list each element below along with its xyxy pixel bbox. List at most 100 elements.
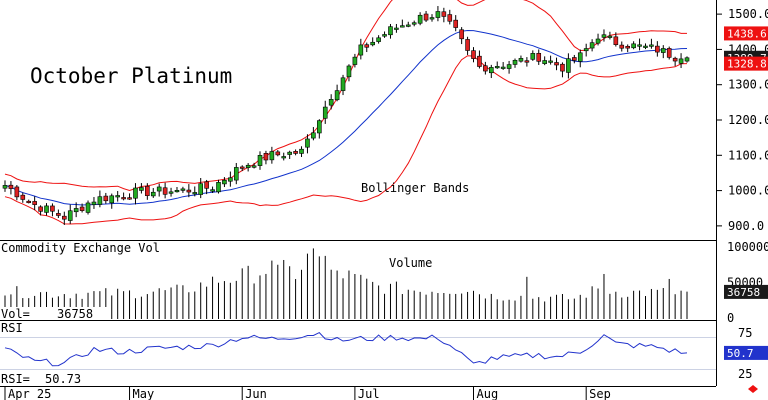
- candle-body: [239, 166, 245, 169]
- lower-band-value-tag-bg: [724, 56, 768, 71]
- candle-body: [275, 151, 281, 156]
- candle-body: [50, 205, 55, 212]
- candle-body: [483, 65, 488, 72]
- candle-body: [405, 24, 411, 27]
- candle-body: [382, 34, 387, 37]
- candle-body: [465, 39, 470, 51]
- candle-body: [607, 35, 613, 38]
- candle-body: [299, 148, 304, 154]
- volume-value-tag: 36758: [727, 286, 760, 299]
- candle-body: [222, 179, 227, 185]
- upper-band-line: [4, 0, 687, 192]
- candle-body: [536, 53, 542, 62]
- candle-body: [370, 41, 375, 46]
- candle-body: [358, 44, 364, 56]
- candle-body: [192, 192, 198, 195]
- candle-body: [8, 184, 14, 189]
- candle-body: [103, 195, 109, 202]
- candle-body: [488, 67, 494, 74]
- month-label: Sep: [589, 387, 611, 400]
- candle-body: [506, 64, 512, 69]
- month-label: Jun: [245, 387, 267, 400]
- candle-body: [411, 22, 417, 25]
- candle-body: [32, 201, 37, 205]
- rsi-readout-value: 50.73: [45, 372, 81, 386]
- price-tick-label: 1000.0: [728, 184, 768, 198]
- lower-band-value-tag: 1328.8: [727, 58, 767, 71]
- candle-body: [678, 58, 684, 64]
- candle-body: [394, 27, 399, 30]
- candle-body: [459, 29, 464, 40]
- candle-body: [619, 44, 625, 49]
- candle-body: [269, 151, 275, 161]
- candle-body: [595, 38, 601, 44]
- upper-band-value-tag-bg: [724, 26, 768, 41]
- volume-sublabel: Volume: [389, 256, 432, 270]
- candle-body: [328, 99, 334, 106]
- candle-body: [542, 60, 547, 64]
- month-label: Aug: [477, 387, 499, 400]
- middle-band-line: [4, 29, 688, 206]
- candle-body: [566, 58, 571, 73]
- candle-body: [643, 45, 648, 48]
- candle-body: [435, 11, 441, 18]
- candle-body: [660, 48, 666, 53]
- month-label: Apr 25: [8, 387, 51, 400]
- candle-body: [655, 45, 660, 53]
- candle-body: [317, 120, 322, 134]
- candle-body: [257, 155, 263, 166]
- candle-body: [352, 56, 358, 65]
- candle-body: [518, 58, 524, 62]
- rsi-panel-label: RSI: [1, 321, 23, 335]
- candle-body: [20, 194, 26, 200]
- candle-body: [572, 57, 577, 61]
- candle-body: [364, 44, 370, 48]
- candle-body: [637, 44, 642, 47]
- candle-body: [589, 42, 595, 49]
- candle-body: [524, 60, 530, 63]
- candle-body: [666, 48, 672, 58]
- price-tick-label: 1100.0: [728, 148, 768, 162]
- candle-body: [2, 185, 8, 189]
- candle-body: [26, 200, 32, 204]
- candle-body: [583, 48, 589, 52]
- candle-body: [97, 196, 103, 205]
- candle-body: [67, 210, 73, 221]
- rsi-value-tag-bg: [724, 345, 768, 360]
- candle-body: [251, 165, 257, 168]
- candle-body: [85, 202, 91, 213]
- candle-body: [512, 59, 518, 65]
- candle-body: [400, 25, 405, 28]
- candle-body: [91, 201, 97, 205]
- candle-body: [233, 167, 239, 181]
- candle-body: [198, 183, 204, 195]
- candle-body: [601, 34, 607, 38]
- lower-band-line: [4, 55, 688, 225]
- rsi-panel: [0, 331, 716, 371]
- rsi-value-tag: 50.7: [727, 347, 754, 360]
- candle-body: [423, 13, 429, 21]
- candle-body: [554, 62, 559, 66]
- candle-body: [44, 205, 49, 213]
- candle-body: [334, 90, 340, 101]
- candle-body: [109, 195, 115, 204]
- candle-body: [115, 195, 120, 198]
- price-tick-label: 900.0: [728, 219, 764, 233]
- panel-frames: [0, 0, 717, 387]
- candle-body: [560, 63, 565, 72]
- candle-body: [548, 60, 553, 63]
- candle-body: [672, 57, 678, 62]
- candle-body: [281, 156, 287, 159]
- candle-body: [649, 44, 654, 47]
- candle-body: [625, 45, 630, 49]
- candle-body: [145, 185, 150, 196]
- candle-body: [494, 66, 500, 69]
- red-diamond-marker: [748, 385, 758, 393]
- rsi-readout-label: RSI=: [1, 372, 30, 386]
- volume-readout-value: 36758: [57, 307, 93, 321]
- chart-title: October Platinum: [30, 64, 232, 88]
- candle-body: [631, 43, 636, 49]
- candle-body: [168, 191, 174, 194]
- candle-body: [500, 66, 506, 69]
